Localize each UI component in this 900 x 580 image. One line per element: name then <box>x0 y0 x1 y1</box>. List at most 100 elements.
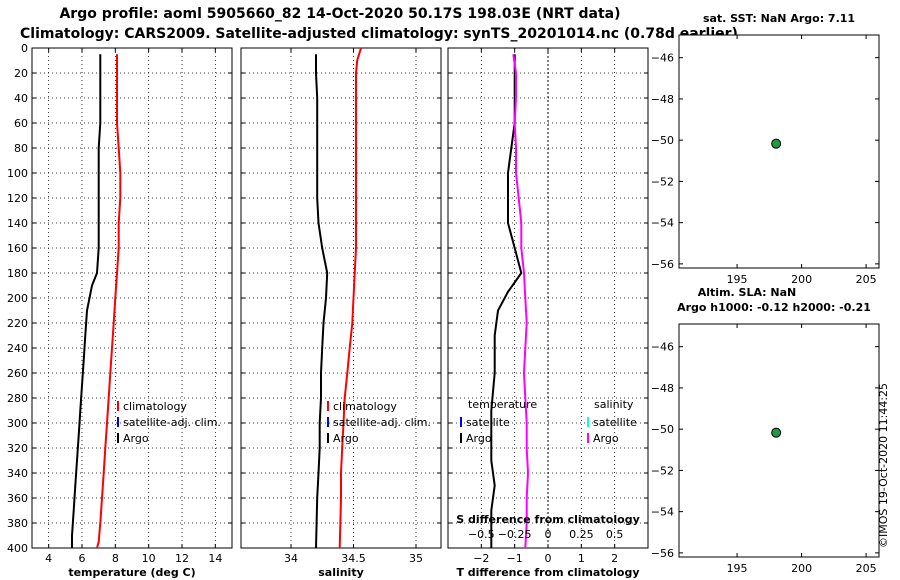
salinity-profile-xtick-label: 34 <box>284 552 298 565</box>
depth-tick-label: 160 <box>7 242 28 255</box>
depth-tick-label: 280 <box>7 392 28 405</box>
sst-map-ytick-label: −48 <box>651 93 674 106</box>
depth-tick-label: 360 <box>7 492 28 505</box>
sla-map-ytick-label: −48 <box>651 382 674 395</box>
sla-map-xtick-label: 205 <box>856 562 877 575</box>
difference-profile-xtick-label: −2 <box>473 552 489 565</box>
difference-s-tick-label: −0.25 <box>498 528 532 541</box>
depth-tick-label: 300 <box>7 417 28 430</box>
salinity-profile-legend-label: climatology <box>333 400 397 413</box>
depth-tick-label: 220 <box>7 317 28 330</box>
figure-title-line-1: Argo profile: aoml 5905660_82 14-Oct-202… <box>59 6 621 22</box>
depth-tick-label: 200 <box>7 292 28 305</box>
difference-legend-label: Argo <box>466 432 492 445</box>
sst-map-ytick-label: −56 <box>651 258 674 271</box>
sla-map-ytick-label: −46 <box>651 341 674 354</box>
difference-profile-xlabel: T difference from climatology <box>456 566 639 579</box>
depth-tick-label: 120 <box>7 192 28 205</box>
depth-tick-label: 240 <box>7 342 28 355</box>
sst-map-title: sat. SST: NaN Argo: 7.11 <box>703 12 855 25</box>
temperature-profile-legend-swatch <box>117 417 119 427</box>
difference-s-tick-label: 0.5 <box>606 528 624 541</box>
salinity-profile-legend-swatch <box>327 433 329 443</box>
sst-map-xtick-label: 200 <box>791 273 812 286</box>
sst-map-argo-point <box>771 138 782 149</box>
difference-profile-xtick-label: 0 <box>545 552 552 565</box>
difference-legend-swatch <box>460 417 462 427</box>
difference-legend-swatch <box>587 417 589 427</box>
sla-map-xtick-label: 200 <box>791 562 812 575</box>
temperature-profile-legend-label: satellite-adj. clim. <box>123 416 221 429</box>
difference-legend-swatch <box>460 433 462 443</box>
difference-legend-label: Argo <box>593 432 619 445</box>
difference-legend-label: satellite <box>593 416 637 429</box>
temperature-profile-xlabel: temperature (deg C) <box>68 566 195 579</box>
difference-profile-series-t-difference-argo <box>490 54 523 548</box>
sst-map-ytick-label: −54 <box>651 217 674 230</box>
sla-map-xtick-label: 195 <box>727 562 748 575</box>
salinity-profile-xtick-label: 35 <box>409 552 423 565</box>
depth-tick-label: 340 <box>7 467 28 480</box>
depth-tick-label: 180 <box>7 267 28 280</box>
temperature-profile-legend-label: climatology <box>123 400 187 413</box>
difference-s-tick-label: 0 <box>545 528 552 541</box>
depth-tick-label: 260 <box>7 367 28 380</box>
sst-map-ytick-label: −50 <box>651 134 674 147</box>
sla-map-ytick-label: −52 <box>651 464 674 477</box>
difference-s-axis-label: S difference from climatology <box>456 513 640 526</box>
depth-tick-label: 380 <box>7 517 28 530</box>
temperature-profile-xtick-label: 8 <box>112 552 119 565</box>
depth-tick-label: 100 <box>7 167 28 180</box>
sla-map-ytick-label: −54 <box>651 506 674 519</box>
salinity-profile-xlabel: salinity <box>318 566 364 579</box>
imos-timestamp: ©IMOS 19-Oct-2020 11:44:25 <box>877 382 890 548</box>
depth-tick-label: 0 <box>21 42 28 55</box>
difference-profile-xtick-label: 1 <box>578 552 585 565</box>
difference-legend-salinity-title: salinity <box>594 398 634 411</box>
depth-tick-label: 60 <box>14 117 28 130</box>
sst-map-frame <box>678 34 880 269</box>
depth-tick-label: 20 <box>14 67 28 80</box>
salinity-profile-legend-label: satellite-adj. clim. <box>333 416 431 429</box>
figure-title-line-2: Climatology: CARS2009. Satellite-adjuste… <box>20 26 738 42</box>
salinity-profile-legend-label: Argo <box>333 432 359 445</box>
depth-tick-label: 400 <box>7 542 28 555</box>
depth-tick-label: 80 <box>14 142 28 155</box>
sla-map-subtitle: Argo h1000: -0.12 h2000: -0.21 <box>677 301 871 314</box>
difference-s-tick-label: −0.5 <box>468 528 495 541</box>
salinity-profile-legend-swatch <box>327 417 329 427</box>
difference-legend-swatch <box>587 433 589 443</box>
sla-map-ytick-label: −50 <box>651 423 674 436</box>
salinity-profile-series-climatology <box>338 47 362 549</box>
temperature-profile-xtick-label: 10 <box>142 552 156 565</box>
temperature-profile-xtick-label: 12 <box>175 552 189 565</box>
sst-map-ytick-label: −46 <box>651 52 674 65</box>
temperature-profile-legend-swatch <box>117 433 119 443</box>
temperature-profile-xtick-label: 4 <box>45 552 52 565</box>
sla-map-frame <box>678 323 880 558</box>
temperature-profile-series-argo <box>71 54 102 548</box>
depth-tick-label: 320 <box>7 442 28 455</box>
depth-tick-label: 140 <box>7 217 28 230</box>
difference-profile-xtick-label: 2 <box>611 552 618 565</box>
difference-legend-label: satellite <box>466 416 510 429</box>
difference-profile-series-s-difference-argo <box>512 54 530 549</box>
sst-map-xtick-label: 195 <box>727 273 748 286</box>
temperature-profile-legend-swatch <box>117 401 119 411</box>
salinity-profile-xtick-label: 34.5 <box>341 552 366 565</box>
temperature-profile-xtick-label: 6 <box>79 552 86 565</box>
temperature-profile-xtick-label: 14 <box>208 552 222 565</box>
difference-s-tick-label: 0.25 <box>569 528 594 541</box>
depth-tick-label: 40 <box>14 92 28 105</box>
sla-map-argo-point <box>771 427 782 438</box>
temperature-profile-series-climatology <box>96 54 122 549</box>
sla-map-ytick-label: −56 <box>651 547 674 560</box>
sla-map-title: Altim. SLA: NaN <box>698 286 797 299</box>
salinity-profile-legend-swatch <box>327 401 329 411</box>
difference-legend-temperature-title: temperature <box>468 398 537 411</box>
salinity-profile-series-argo <box>315 54 329 549</box>
sst-map-ytick-label: −52 <box>651 175 674 188</box>
difference-profile-xtick-label: −1 <box>507 552 523 565</box>
temperature-profile-legend-label: Argo <box>123 432 149 445</box>
